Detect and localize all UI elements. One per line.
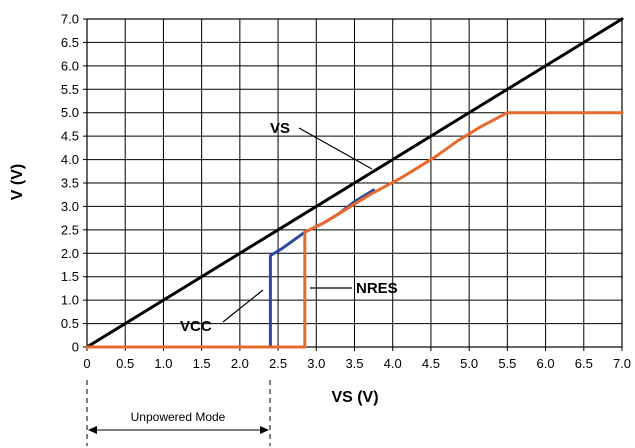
unpowered-arrow-left-head [88,426,97,434]
vs-callout-label: VS [270,120,290,137]
y-tick-label: 2.5 [61,222,79,237]
y-tick-labels: 0 0.5 1.0 1.5 2.0 2.5 3.0 3.5 4.0 4.5 5.0 5.5 6.0 6.5… [61,12,79,355]
x-tick-label: 6.5 [575,356,593,371]
y-tick-label: 5.0 [61,105,79,120]
vcc-callout-label: VCC [180,318,212,335]
y-tick-label: 0.5 [61,316,79,331]
x-axis-title: VS (V) [331,389,378,406]
x-tick-label: 5.0 [460,356,478,371]
callouts: VS VCC NRES [180,120,398,335]
x-tick-label: 6.0 [537,356,555,371]
y-tick-label: 3.5 [61,176,79,191]
x-tick-label: 1.0 [154,356,172,371]
y-tick-label: 6.0 [61,58,79,73]
x-tick-label: 2.5 [269,356,287,371]
nres-callout-label: NRES [356,280,398,297]
y-tick-label: 1.0 [61,293,79,308]
y-tick-label: 1.5 [61,269,79,284]
y-tick-label: 0 [72,340,79,355]
y-tick-label: 4.0 [61,152,79,167]
y-tick-label: 2.0 [61,246,79,261]
series-layer [85,17,624,349]
x-tick-label: 3.0 [307,356,325,371]
x-tick-label: 2.0 [231,356,249,371]
y-tick-label: 4.5 [61,129,79,144]
x-tick-label: 4.5 [422,356,440,371]
x-tick-label: 4.0 [384,356,402,371]
vcc-callout-leader [222,289,264,323]
unpowered-mode-label: Unpowered Mode [131,410,226,424]
y-tick-label: 6.5 [61,35,79,50]
series-line-vs [85,17,624,349]
x-tick-label: 0.5 [116,356,134,371]
y-tick-label: 7.0 [61,12,79,27]
unpowered-mode-marker: Unpowered Mode [86,380,271,446]
plot-frame [86,18,623,348]
x-tick-label: 0 [83,356,90,371]
x-tick-label: 3.5 [345,356,363,371]
x-tick-label: 1.5 [193,356,211,371]
y-tick-label: 5.5 [61,82,79,97]
x-tick-label: 7.0 [613,356,631,371]
x-tick-labels: 0 0.5 1.0 1.5 2.0 2.5 3.0 3.5 4.0 4.5 5.0 5.5 6.0 6.5… [83,356,631,371]
x-tick-label: 5.5 [498,356,516,371]
unpowered-arrow-right-head [260,426,269,434]
vs-callout-leader [298,127,373,170]
y-tick-label: 3.0 [61,199,79,214]
y-axis-title: V (V) [9,164,26,200]
series-line-nres [85,111,624,349]
grid [83,18,623,351]
